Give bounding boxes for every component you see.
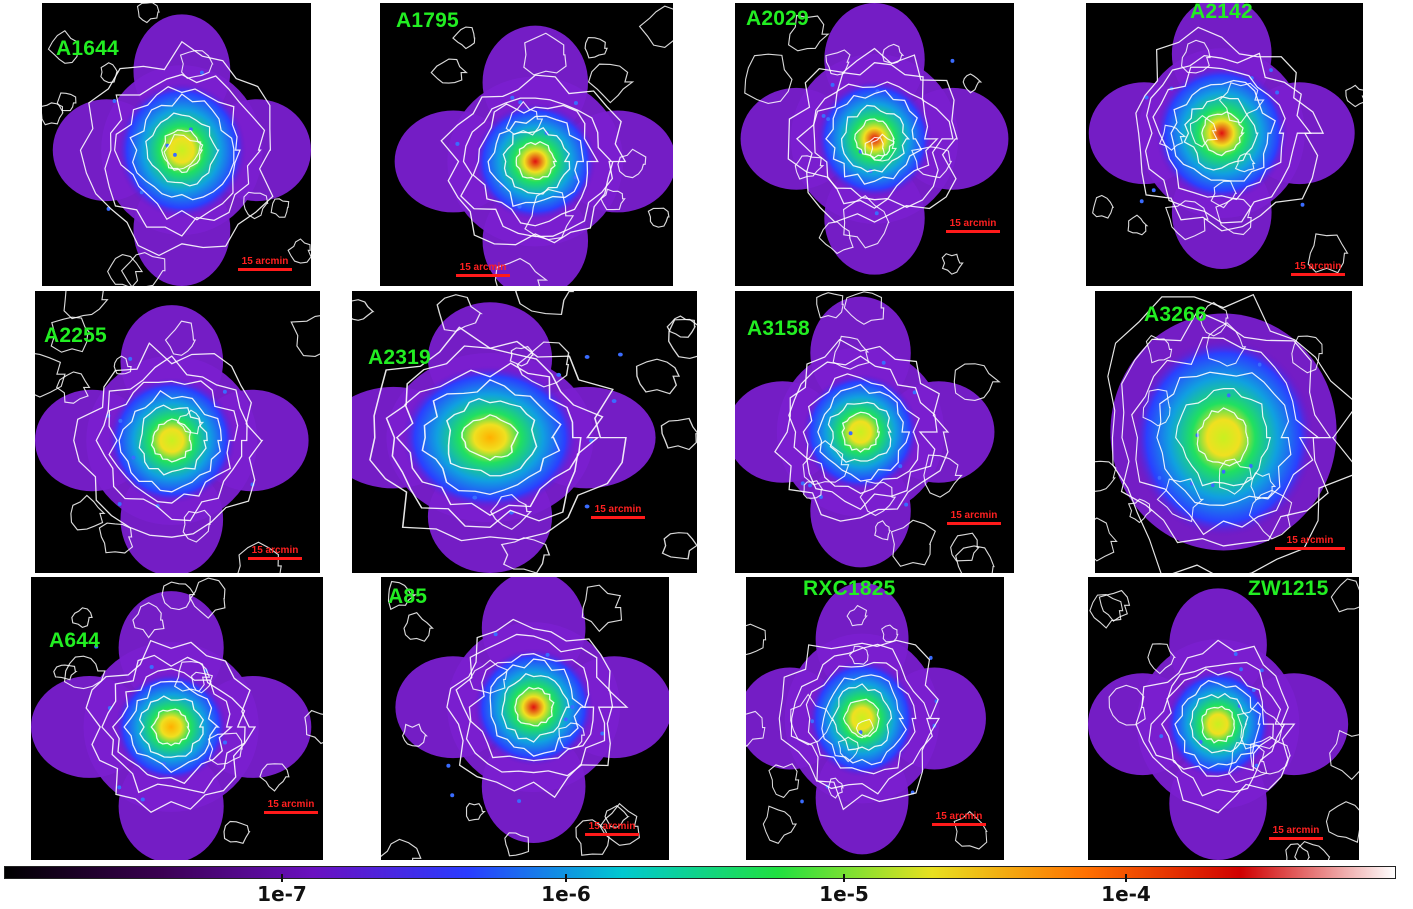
- cluster-panel-a1795: A1795 15 arcmin: [380, 3, 673, 286]
- scale-bar-line: [947, 522, 1001, 525]
- cluster-panel-a3158: A3158 15 arcmin: [735, 291, 1014, 573]
- xray-image: [746, 582, 988, 855]
- scale-bar: 15 arcmin: [1275, 535, 1345, 550]
- xray-image: [394, 5, 673, 286]
- colorbar-tick-label: 1e-7: [257, 882, 307, 906]
- scale-bar: 15 arcmin: [591, 504, 645, 519]
- colorbar-tick: [1125, 874, 1127, 882]
- scale-bar-label: 15 arcmin: [251, 545, 299, 556]
- cluster-label: A3158: [747, 317, 810, 340]
- scale-bar-label: 15 arcmin: [267, 799, 315, 810]
- scale-bar-line: [591, 516, 645, 519]
- xray-image: [42, 3, 311, 286]
- colorbar-tick-label: 1e-4: [1101, 882, 1151, 906]
- cluster-label: RXC1825: [803, 577, 896, 600]
- scale-bar-line: [238, 268, 292, 271]
- cluster-panel-a2142: A2142 15 arcmin: [1086, 3, 1363, 286]
- xray-image: [35, 291, 320, 573]
- scale-bar-label: 15 arcmin: [588, 821, 636, 832]
- cluster-label: A1644: [56, 37, 119, 60]
- cluster-panel-a3266: A3266 15 arcmin: [1095, 291, 1352, 573]
- xray-image: [381, 577, 669, 860]
- cluster-panel-a85: A85 15 arcmin: [381, 577, 669, 860]
- xray-image: [352, 291, 697, 573]
- scale-bar: 15 arcmin: [1269, 825, 1323, 840]
- scale-bar-line: [946, 230, 1000, 233]
- scale-bar-label: 15 arcmin: [1272, 825, 1320, 836]
- scale-bar: 15 arcmin: [946, 218, 1000, 233]
- cluster-label: A2142: [1190, 3, 1253, 23]
- cluster-panel-a2319: A2319 15 arcmin: [352, 291, 697, 573]
- scale-bar-line: [585, 833, 639, 836]
- cluster-panel-rxc1825: RXC1825 15 arcmin: [746, 577, 1004, 860]
- scale-bar: 15 arcmin: [456, 262, 510, 277]
- cluster-label: A1795: [396, 9, 459, 32]
- scale-bar: 15 arcmin: [238, 256, 292, 271]
- scale-bar: 15 arcmin: [248, 545, 302, 560]
- xray-image: [1088, 3, 1363, 274]
- colorbar-tick-label: 1e-6: [541, 882, 591, 906]
- cluster-panel-a2029: A2029 15 arcmin: [735, 3, 1014, 286]
- colorbar-tick: [843, 874, 845, 882]
- colorbar: [4, 866, 1396, 879]
- scale-bar-label: 15 arcmin: [241, 256, 289, 267]
- scale-bar-label: 15 arcmin: [459, 262, 507, 273]
- cluster-label: A85: [388, 585, 428, 608]
- xray-image: [1095, 293, 1352, 573]
- cluster-label: A2319: [368, 346, 431, 369]
- scale-bar: 15 arcmin: [264, 799, 318, 814]
- colorbar-tick: [281, 874, 283, 882]
- scale-bar-line: [1269, 837, 1323, 840]
- xray-image: [31, 577, 323, 860]
- cluster-label: A2255: [44, 324, 107, 347]
- scale-bar-line: [932, 823, 986, 826]
- cluster-label: ZW1215: [1248, 577, 1329, 600]
- scale-bar-label: 15 arcmin: [949, 218, 997, 229]
- cluster-label: A3266: [1144, 303, 1207, 326]
- scale-bar-label: 15 arcmin: [1286, 535, 1334, 546]
- xray-image: [1088, 578, 1359, 860]
- scale-bar-line: [456, 274, 510, 277]
- xray-image: [735, 291, 1001, 573]
- scale-bar-label: 15 arcmin: [950, 510, 998, 521]
- scale-bar-label: 15 arcmin: [594, 504, 642, 515]
- scale-bar-line: [264, 811, 318, 814]
- xray-image: [740, 3, 1009, 275]
- scale-bar-line: [1291, 273, 1345, 276]
- scale-bar-line: [248, 557, 302, 560]
- scale-bar-line: [1275, 547, 1345, 550]
- cluster-label: A644: [49, 629, 101, 652]
- cluster-panel-a2255: A2255 15 arcmin: [35, 291, 320, 573]
- scale-bar-label: 15 arcmin: [935, 811, 983, 822]
- scale-bar-label: 15 arcmin: [1294, 261, 1342, 272]
- scale-bar: 15 arcmin: [1291, 261, 1345, 276]
- cluster-panel-a1644: A1644 15 arcmin: [42, 3, 311, 286]
- cluster-panel-a644: A644 15 arcmin: [31, 577, 323, 860]
- colorbar-tick: [565, 874, 567, 882]
- scale-bar: 15 arcmin: [947, 510, 1001, 525]
- scale-bar: 15 arcmin: [932, 811, 986, 826]
- cluster-label: A2029: [746, 7, 809, 30]
- scale-bar: 15 arcmin: [585, 821, 639, 836]
- cluster-panel-zw1215: ZW1215 15 arcmin: [1088, 577, 1359, 860]
- colorbar-tick-label: 1e-5: [819, 882, 869, 906]
